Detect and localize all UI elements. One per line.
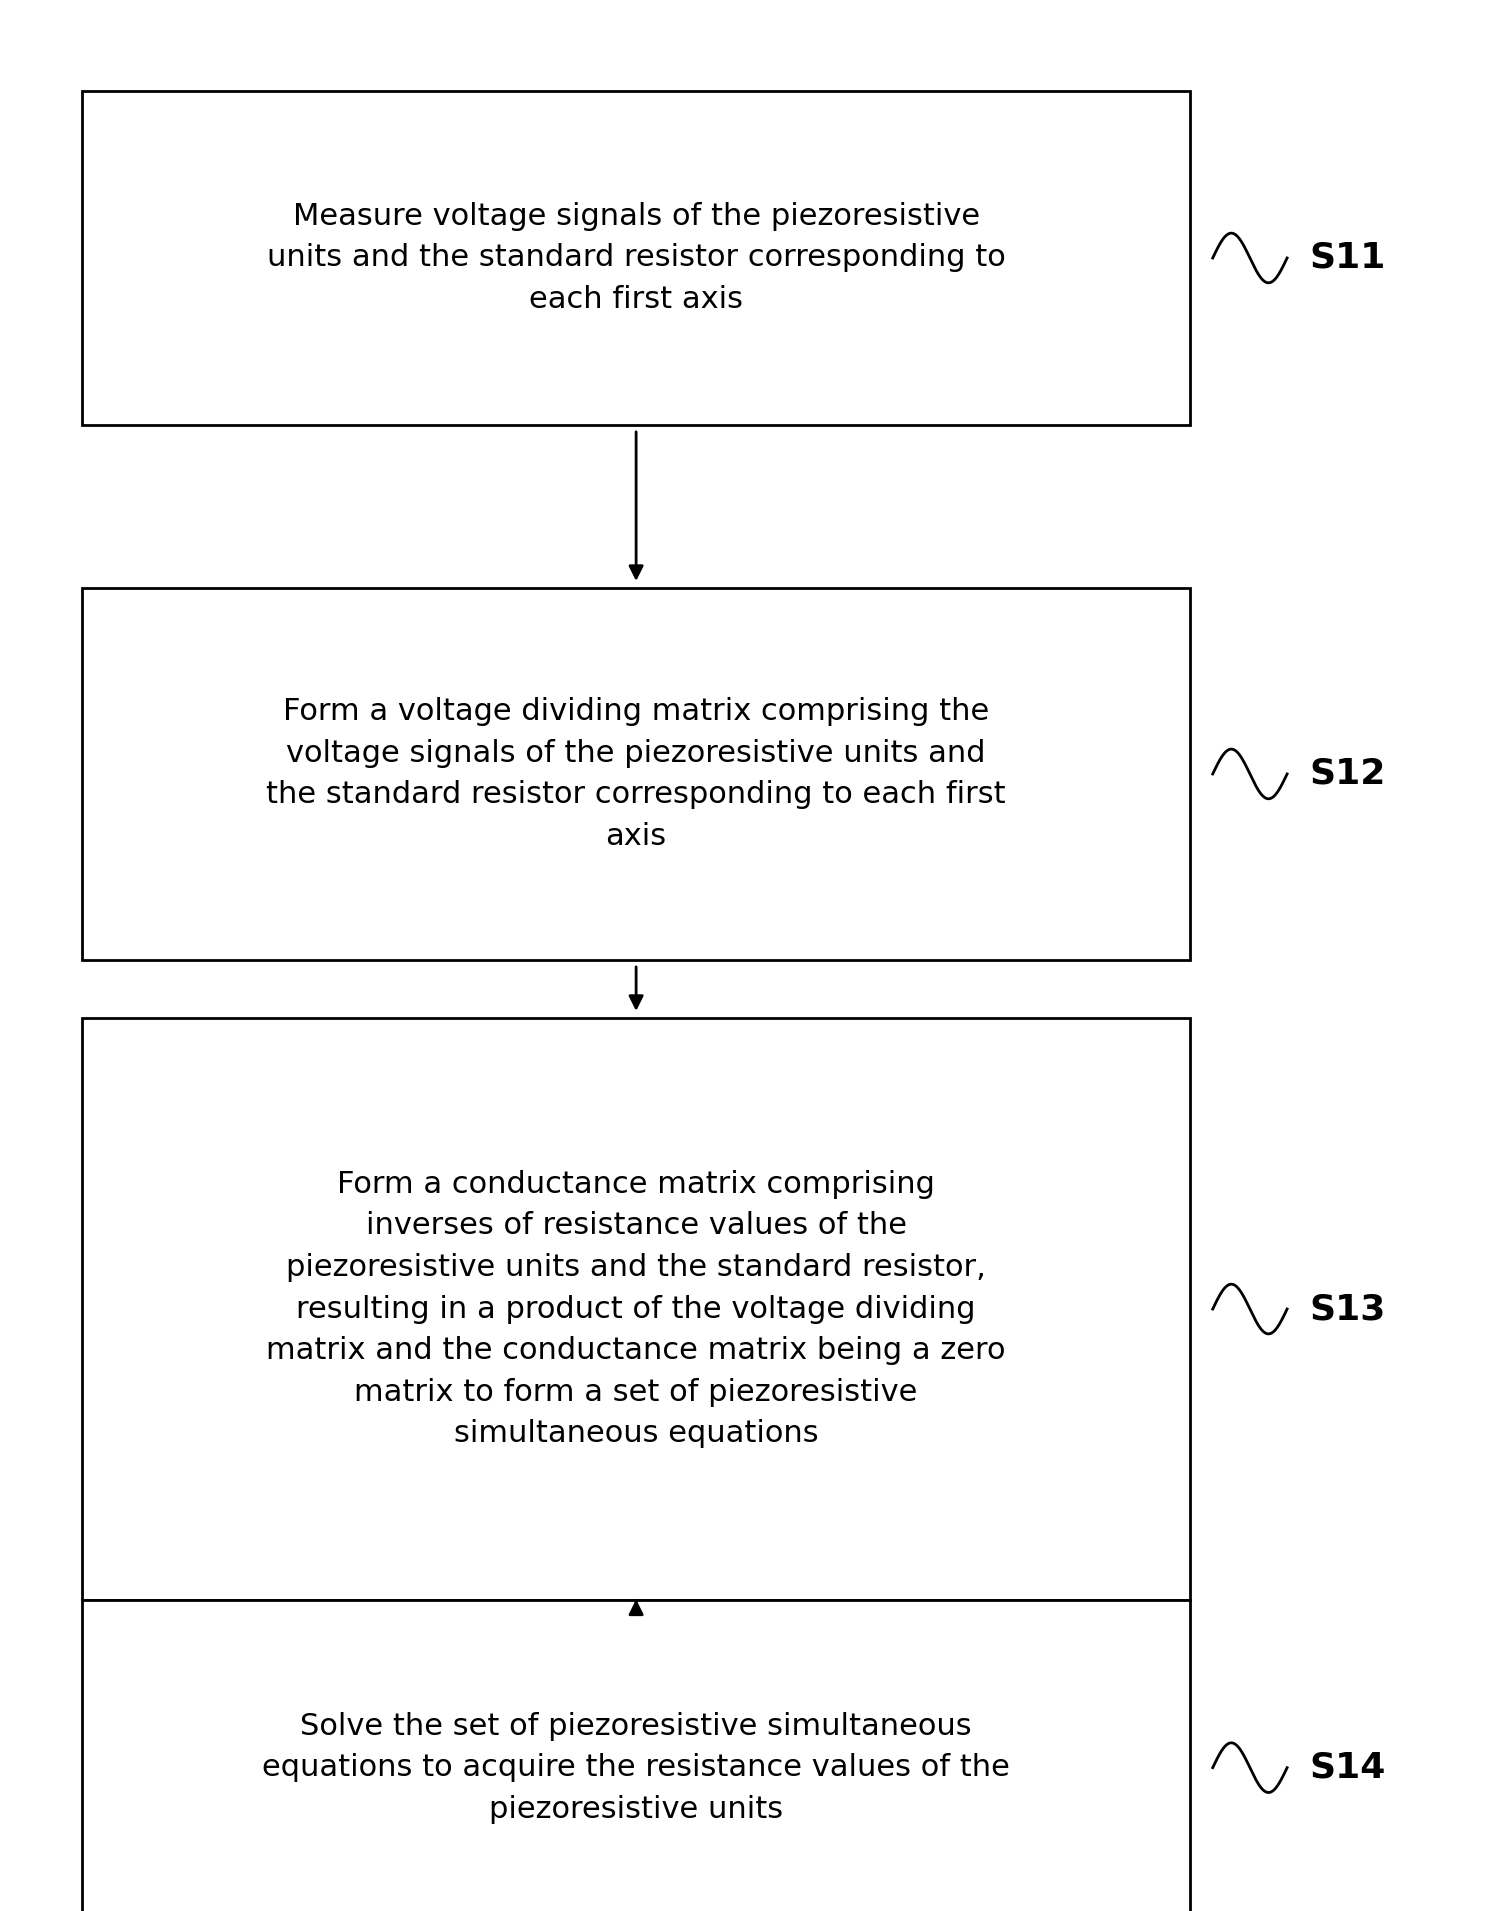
Bar [82,1601,1190,1911]
Text: Measure voltage signals of the piezoresistive
units and the standard resistor co: Measure voltage signals of the piezoresi… [266,203,1006,313]
Text: Solve the set of piezoresistive simultaneous
equations to acquire the resistance: Solve the set of piezoresistive simultan… [262,1712,1010,1823]
Text: S12: S12 [1309,757,1385,791]
Text: S14: S14 [1309,1750,1385,1785]
Bar [82,90,1190,424]
Bar [82,1017,1190,1600]
Text: S11: S11 [1309,241,1385,275]
Bar [82,589,1190,961]
Text: S13: S13 [1309,1292,1385,1326]
Text: Form a conductance matrix comprising
inverses of resistance values of the
piezor: Form a conductance matrix comprising inv… [266,1170,1006,1449]
Text: Form a voltage dividing matrix comprising the
voltage signals of the piezoresist: Form a voltage dividing matrix comprisin… [266,698,1006,850]
